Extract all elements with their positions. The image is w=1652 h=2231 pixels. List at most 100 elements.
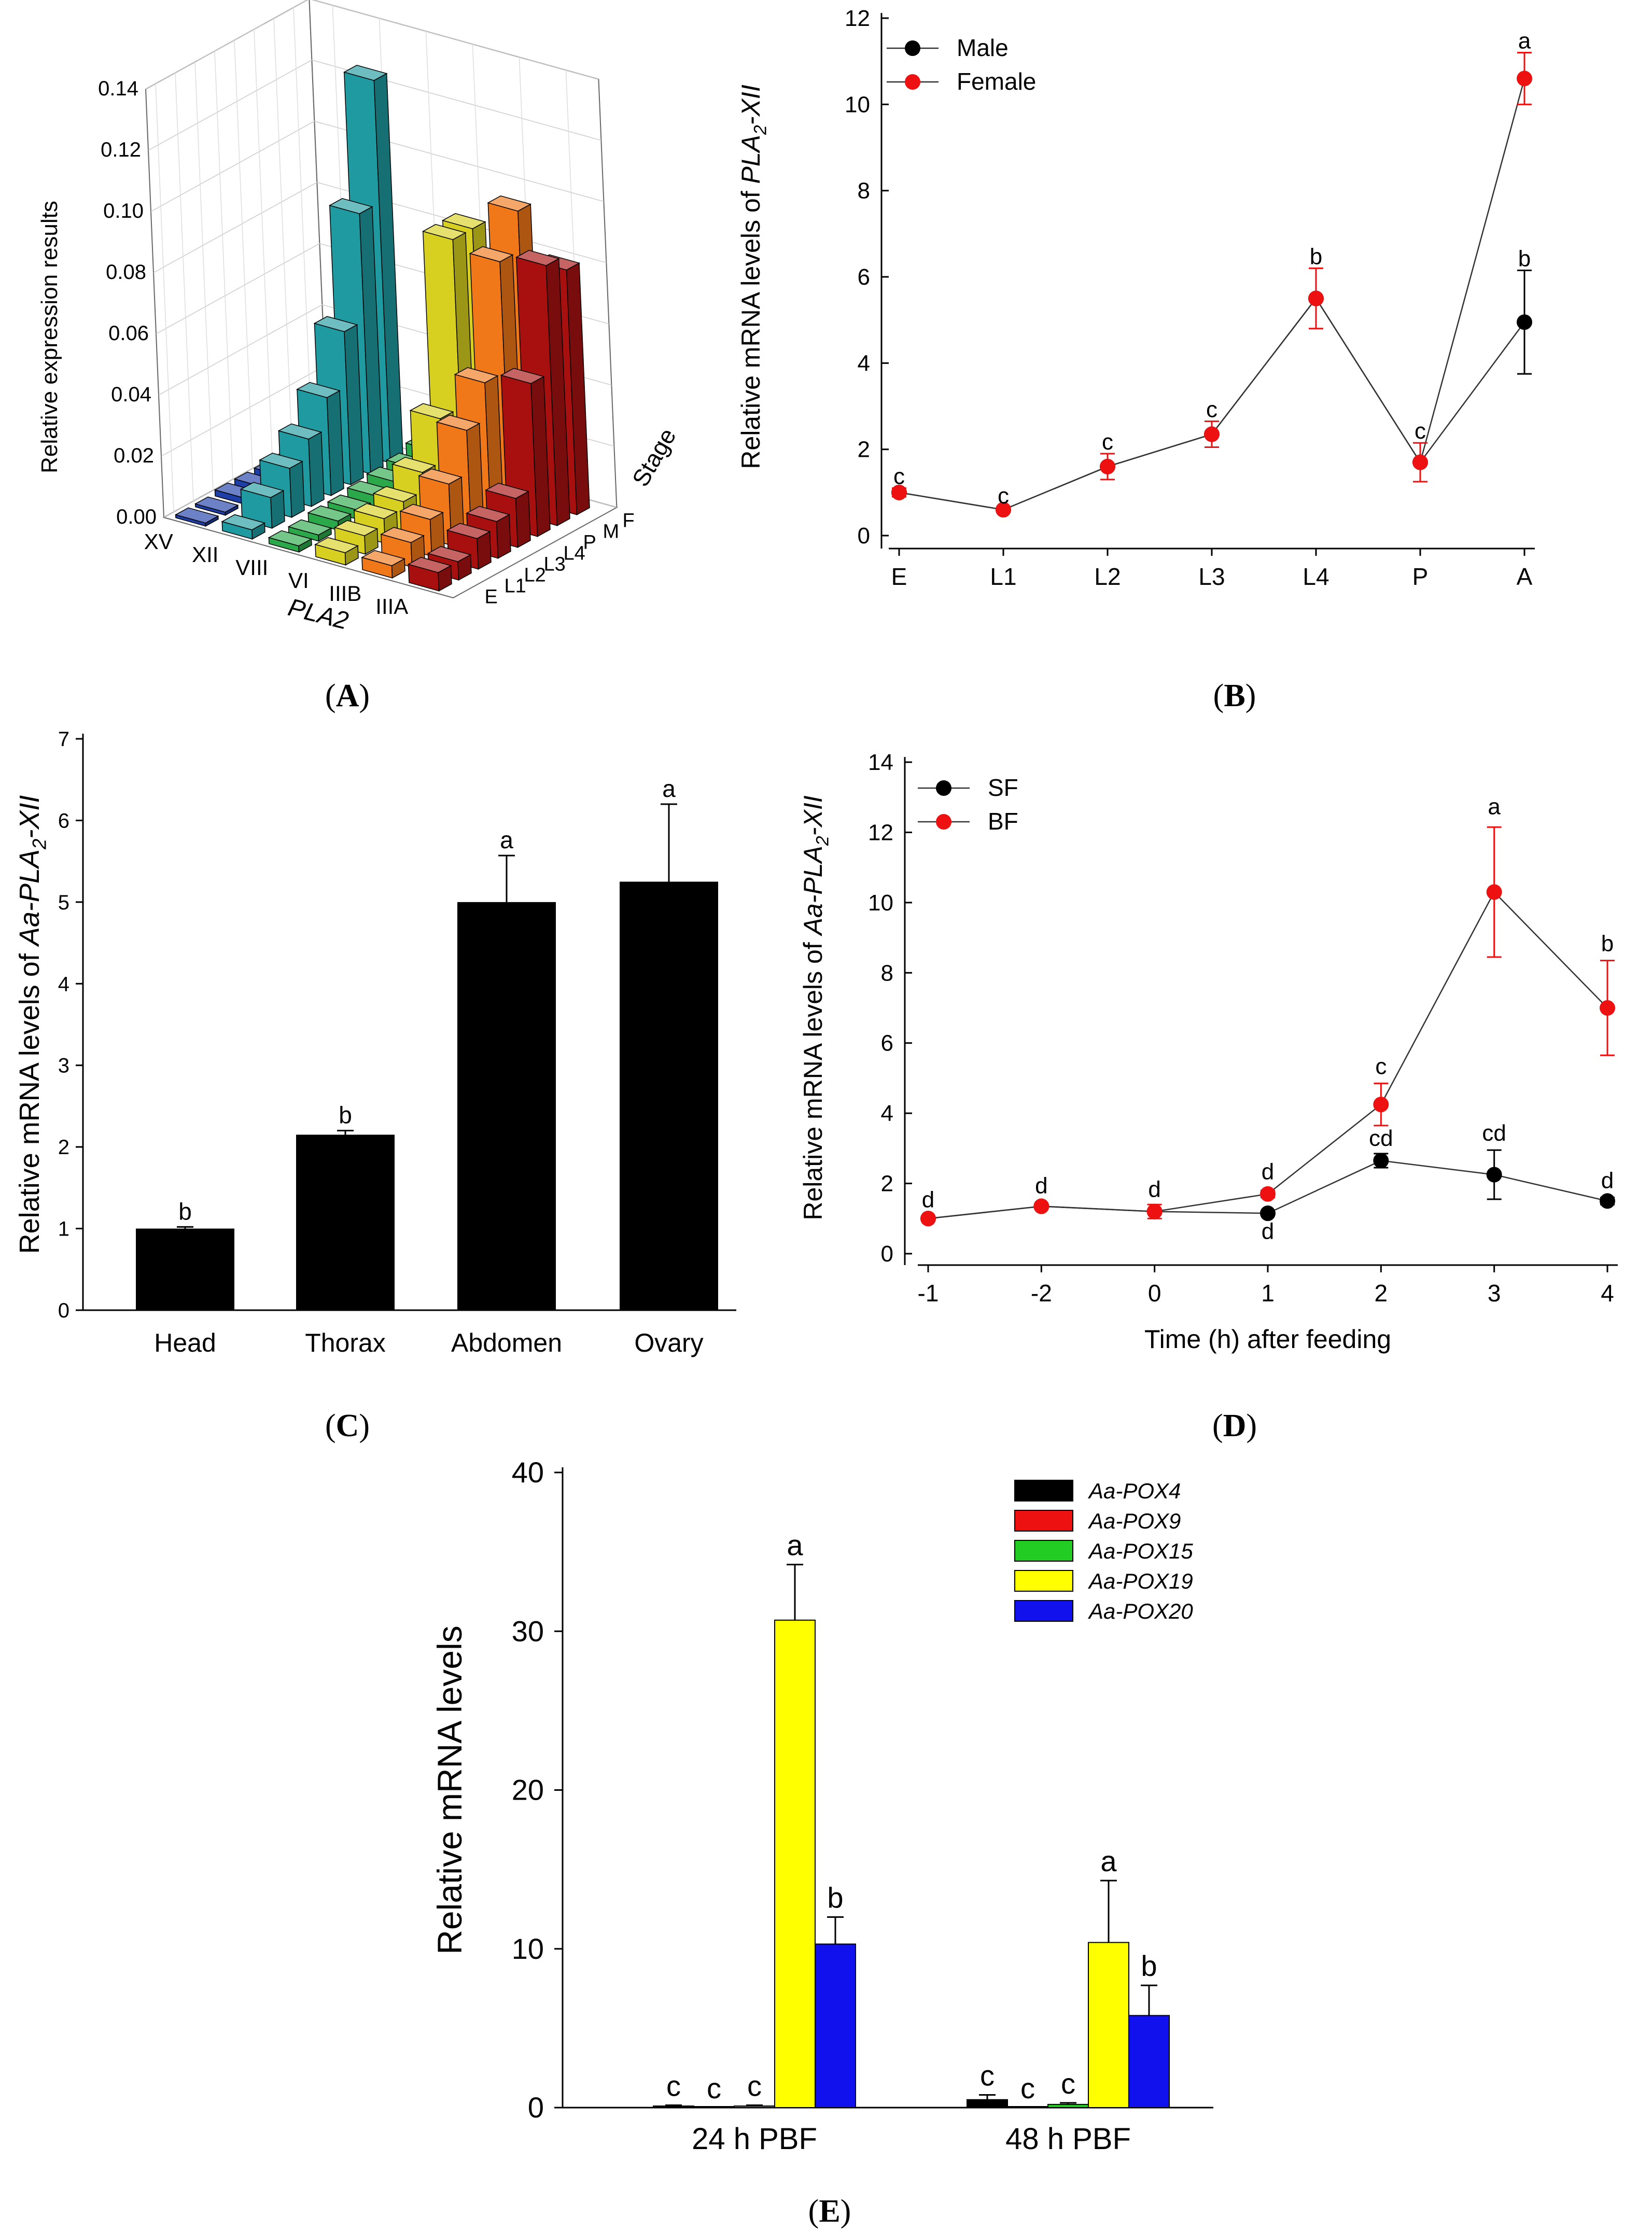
z-gridline	[150, 120, 604, 212]
y-axis-title-prefix: Relative mRNA levels of	[736, 184, 765, 469]
point-bf	[1033, 1198, 1049, 1214]
x-tick-label: A	[1517, 563, 1533, 590]
x-tick-label: L4	[1303, 563, 1329, 590]
x-tick-label: 48 h PBF	[1005, 2122, 1131, 2156]
x-axis-title: Time (h) after feeding	[1144, 1325, 1391, 1354]
panel-label-d: (D)	[1212, 1408, 1257, 1443]
point-bf	[920, 1211, 936, 1227]
point-bf	[1260, 1186, 1276, 1202]
bar-aa-pox19	[1088, 1942, 1129, 2108]
wall-gridline	[194, 62, 214, 490]
bar-group-aa-pox4: c	[653, 2069, 694, 2108]
stage-label: L1	[505, 575, 526, 597]
point-sf	[1600, 1193, 1615, 1209]
z-axis-title: Relative expression results	[37, 201, 62, 473]
bar-aa-pox20	[815, 1943, 856, 2108]
x-tick-label: Head	[154, 1328, 216, 1357]
bar-top-face	[333, 520, 379, 537]
y-tick-label: 0	[528, 2091, 544, 2124]
bar-top-face	[353, 503, 398, 520]
bar-top-face	[441, 213, 486, 230]
category-label: VIII	[235, 555, 268, 580]
y-tick-label: 10	[512, 1932, 544, 1965]
legend-swatch	[1014, 1540, 1073, 1562]
z-tick-label: 0.00	[116, 506, 157, 528]
point-female	[1100, 458, 1115, 474]
y-tick-label: 2	[858, 437, 870, 462]
significance-letter: c	[893, 464, 905, 489]
y-tick-label: 3	[58, 1055, 69, 1077]
category-label: VI	[288, 568, 309, 593]
x-tick-label: -2	[1031, 1280, 1052, 1307]
bar-top-face	[221, 514, 266, 530]
significance-letter: b	[339, 1102, 352, 1129]
significance-letter: c	[980, 2059, 995, 2092]
x-tick-label: L3	[1198, 563, 1225, 590]
y-tick-label: 10	[868, 890, 893, 916]
point-bf	[1373, 1097, 1389, 1113]
bar-side-face	[289, 460, 305, 518]
bar-aa-pox15	[1047, 2103, 1089, 2108]
bar-top-face	[454, 367, 499, 384]
legend-label: Aa-POX20	[1087, 1599, 1193, 1623]
significance-letter: a	[1100, 1845, 1117, 1877]
category-label: XII	[192, 542, 218, 567]
significance-letter: c	[1415, 418, 1426, 444]
bar-group-aa-pox15: c	[734, 2069, 775, 2108]
bar-top-face	[446, 523, 491, 539]
bar-ovary	[620, 881, 718, 1310]
bar-top-face	[287, 519, 332, 536]
z-tick-label: 0.12	[101, 138, 141, 161]
wall-gridline	[293, 7, 312, 436]
bar-group-ovary: a	[620, 775, 718, 1310]
point-bf	[1600, 1000, 1615, 1016]
stage-label: L4	[564, 542, 585, 564]
x-tick-label: E	[891, 563, 907, 590]
point-sf	[1373, 1153, 1389, 1169]
stage-label: P	[583, 531, 596, 553]
significance-letter: c	[1061, 2067, 1075, 2100]
bar-side-face	[308, 431, 325, 507]
significance-letter: c	[1375, 1054, 1387, 1079]
bar-group-aa-pox15: c	[1047, 2067, 1089, 2108]
significance-letter: cd	[1369, 1126, 1393, 1151]
bar-top-face	[380, 527, 425, 543]
point-bf	[1486, 884, 1502, 900]
x-tick-label: Thorax	[305, 1328, 386, 1357]
bar-top-face	[307, 505, 352, 522]
z-gridline	[145, 0, 599, 90]
legend-label: Aa-POX4	[1087, 1479, 1181, 1503]
y-axis-title-subscript: 2	[751, 125, 771, 135]
bar-VI-E	[314, 537, 359, 566]
bar-aa-pox4	[967, 2099, 1008, 2108]
bar-group-aa-pox4: c	[967, 2059, 1008, 2108]
significance-letter: b	[1518, 246, 1531, 272]
bar-side-face	[515, 490, 531, 548]
point-bf	[1146, 1203, 1163, 1219]
legend-label: Female	[957, 68, 1036, 95]
bar-XII-E	[221, 514, 266, 540]
bar-group-aa-pox20: b	[815, 1882, 856, 2108]
bar-top-face	[469, 246, 514, 262]
z-tick-label: 0.14	[98, 77, 138, 100]
y-tick-label: 2	[58, 1136, 69, 1159]
z-tick-label: 0.10	[103, 200, 144, 222]
bar-group-aa-pox20: b	[1128, 1949, 1170, 2108]
bar-top-face	[277, 423, 323, 440]
bar-top-face	[399, 503, 444, 520]
wall-gridline	[155, 83, 174, 512]
point-female	[1517, 71, 1532, 87]
legend-label: Aa-POX9	[1087, 1509, 1181, 1533]
category-label: IIIA	[375, 594, 408, 619]
significance-letter: a	[787, 1529, 803, 1562]
panel-label-c-letter: C	[336, 1408, 359, 1443]
bar-top-face	[427, 546, 472, 563]
legend-swatch	[1014, 1510, 1073, 1532]
x-tick-label: -1	[918, 1280, 939, 1307]
wall-gridline	[234, 40, 253, 469]
x-tick-label: 2	[1375, 1280, 1388, 1307]
y-tick-label: 6	[881, 1031, 893, 1056]
y-axis-title: Relative mRNA levels of Aa-PLA2-XII	[14, 795, 50, 1254]
